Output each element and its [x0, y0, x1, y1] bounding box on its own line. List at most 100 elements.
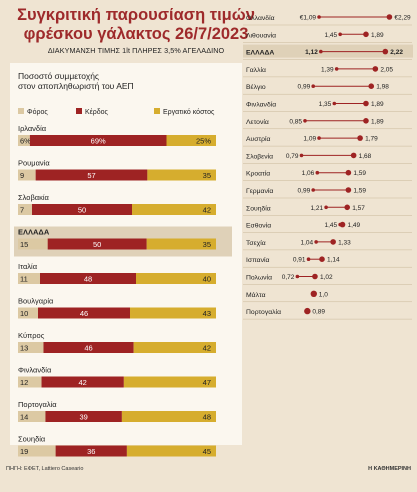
country-label: Φινλανδία: [246, 101, 276, 109]
data-label: 39: [80, 413, 88, 422]
max-label: 1,02: [320, 274, 333, 281]
min-marker: [303, 119, 307, 123]
min-label: 1,45: [325, 222, 338, 229]
data-label: 14: [20, 413, 28, 422]
data-label: 47: [203, 378, 211, 387]
country-label: Αυστρία: [246, 135, 271, 143]
max-marker: [363, 100, 369, 107]
max-label: 1,68: [359, 153, 372, 160]
data-label: 12: [20, 378, 28, 387]
max-label: 1,98: [376, 84, 389, 91]
max-marker: [350, 152, 357, 159]
page-title-line1: Συγκριτική παρουσίαση τιμών: [17, 6, 255, 24]
max-label: €2,29: [394, 15, 411, 22]
data-label: 7: [20, 206, 24, 215]
min-marker: [315, 170, 320, 175]
country-label: Τσεχία: [246, 239, 266, 247]
country-label: Ισπανία: [246, 256, 270, 264]
bar-segment: [29, 135, 167, 146]
category-label: Πορτογαλία: [18, 400, 57, 409]
max-marker: [345, 187, 352, 193]
country-label: Πολωνία: [246, 274, 272, 282]
bar-segment: [18, 445, 56, 457]
min-marker: [314, 240, 318, 244]
country-label: Λιθουανία: [246, 31, 276, 39]
data-label: 48: [84, 275, 92, 284]
bar-segment: [43, 342, 134, 353]
share-chart-title: Ποσοστό συμμετοχής στον αποπληθωριστή του…: [18, 71, 218, 91]
country-label: ΕΛΛΑΔΑ: [246, 50, 274, 57]
country-label: Εσθονία: [246, 222, 271, 230]
data-label: 69%: [91, 137, 106, 146]
min-marker: [338, 32, 342, 37]
min-label: 0,91: [293, 257, 306, 264]
min-label: 1,21: [310, 205, 323, 212]
min-marker: [317, 136, 321, 140]
data-label: 42: [203, 344, 211, 353]
min-label: 1,09: [303, 136, 316, 143]
legend-label: Κέρδος: [85, 108, 109, 116]
max-marker: [339, 221, 346, 228]
category-label: Βουλγαρία: [18, 297, 54, 306]
max-label: 2,22: [390, 49, 403, 56]
max-marker: [372, 66, 379, 72]
max-label: 1,89: [371, 118, 384, 125]
min-label: 1,35: [319, 101, 332, 108]
max-marker: [382, 48, 389, 55]
bar-segment: [133, 342, 216, 353]
min-label: 0,99: [298, 84, 311, 91]
bar-segment: [41, 376, 124, 388]
page-title-line2: φρέσκου γάλακτος 26/7/2023: [23, 25, 249, 43]
data-label: 11: [20, 275, 28, 284]
max-label: 0,89: [312, 309, 325, 316]
data-label: 35: [203, 171, 211, 180]
max-marker: [368, 83, 375, 89]
legend-label: Φόρος: [27, 108, 48, 116]
data-label: 57: [87, 171, 95, 180]
max-marker: [357, 135, 363, 141]
data-label: 40: [203, 275, 211, 284]
data-label: 9: [20, 171, 24, 180]
max-marker: [386, 14, 393, 20]
price-marker: [304, 307, 311, 315]
max-label: 1,89: [371, 101, 384, 108]
country-label: Λετονία: [246, 118, 269, 126]
bar-segment: [123, 376, 216, 388]
bar-segment: [18, 135, 30, 146]
country-label: Μάλτα: [246, 291, 266, 299]
country-label: Γαλλία: [246, 66, 266, 74]
min-marker: [311, 84, 316, 88]
max-label: 1,33: [338, 239, 351, 246]
bar-segment: [18, 411, 46, 422]
legend-swatch: [76, 108, 82, 114]
data-label: 50: [93, 240, 101, 249]
bar-segment: [121, 411, 216, 422]
max-marker: [363, 118, 369, 124]
data-label: 50: [78, 206, 86, 215]
min-label: 0,72: [282, 274, 295, 281]
bar-segment: [38, 307, 130, 319]
min-marker: [306, 257, 311, 262]
data-label: 25%: [196, 137, 211, 146]
min-label: 0,79: [286, 153, 299, 160]
bar-segment: [18, 238, 48, 250]
min-marker: [317, 15, 321, 19]
bar-segment: [136, 273, 216, 284]
min-marker: [319, 49, 323, 54]
bar-segment: [45, 411, 122, 422]
data-label: 13: [20, 344, 28, 353]
bar-segment: [18, 342, 44, 353]
bar-segment: [147, 169, 216, 181]
bar-segment: [18, 204, 32, 215]
bar-segment: [40, 273, 136, 284]
max-marker: [363, 31, 369, 38]
country-label: Βέλγιο: [246, 83, 266, 91]
min-label: €1,09: [300, 15, 317, 22]
max-label: 1,59: [353, 170, 366, 177]
bar-segment: [146, 238, 216, 250]
category-label: Σουηδία: [18, 435, 46, 444]
data-label: 48: [203, 413, 211, 422]
price-marker: [310, 290, 317, 297]
bar-segment: [126, 445, 216, 457]
